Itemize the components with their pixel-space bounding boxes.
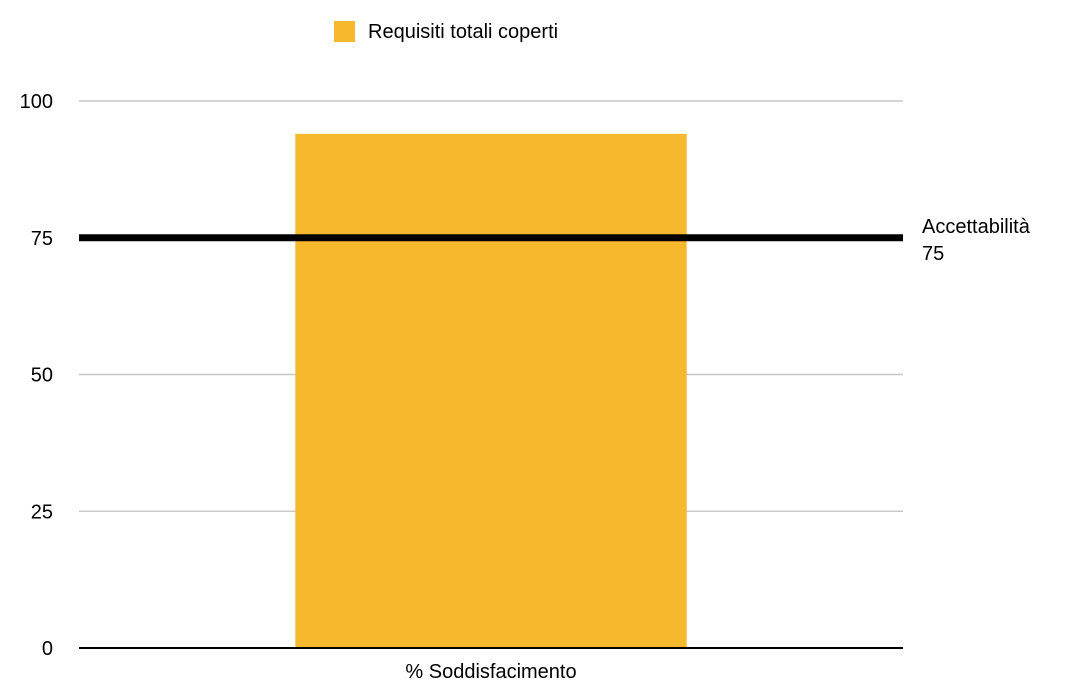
reference-line-value: 75 (922, 243, 944, 265)
bars (295, 133, 687, 648)
y-axis-ticks: 0 25 50 75 100 (20, 91, 53, 660)
y-tick-label: 75 (31, 228, 53, 250)
y-tick-label: 100 (20, 91, 53, 113)
legend-swatch (334, 21, 355, 42)
y-tick-label: 25 (31, 501, 53, 523)
bar (295, 133, 687, 648)
legend-label: Requisiti totali coperti (368, 21, 558, 43)
x-tick-label: % Soddisfacimento (405, 661, 576, 683)
reference-line-label: Accettabilità (922, 216, 1031, 238)
y-tick-label: 50 (31, 365, 53, 387)
x-axis-ticks: % Soddisfacimento (405, 661, 576, 683)
y-tick-label: 0 (42, 638, 53, 660)
legend: Requisiti totali coperti (334, 21, 558, 43)
reference-line-group: Accettabilità 75 (79, 216, 1031, 265)
